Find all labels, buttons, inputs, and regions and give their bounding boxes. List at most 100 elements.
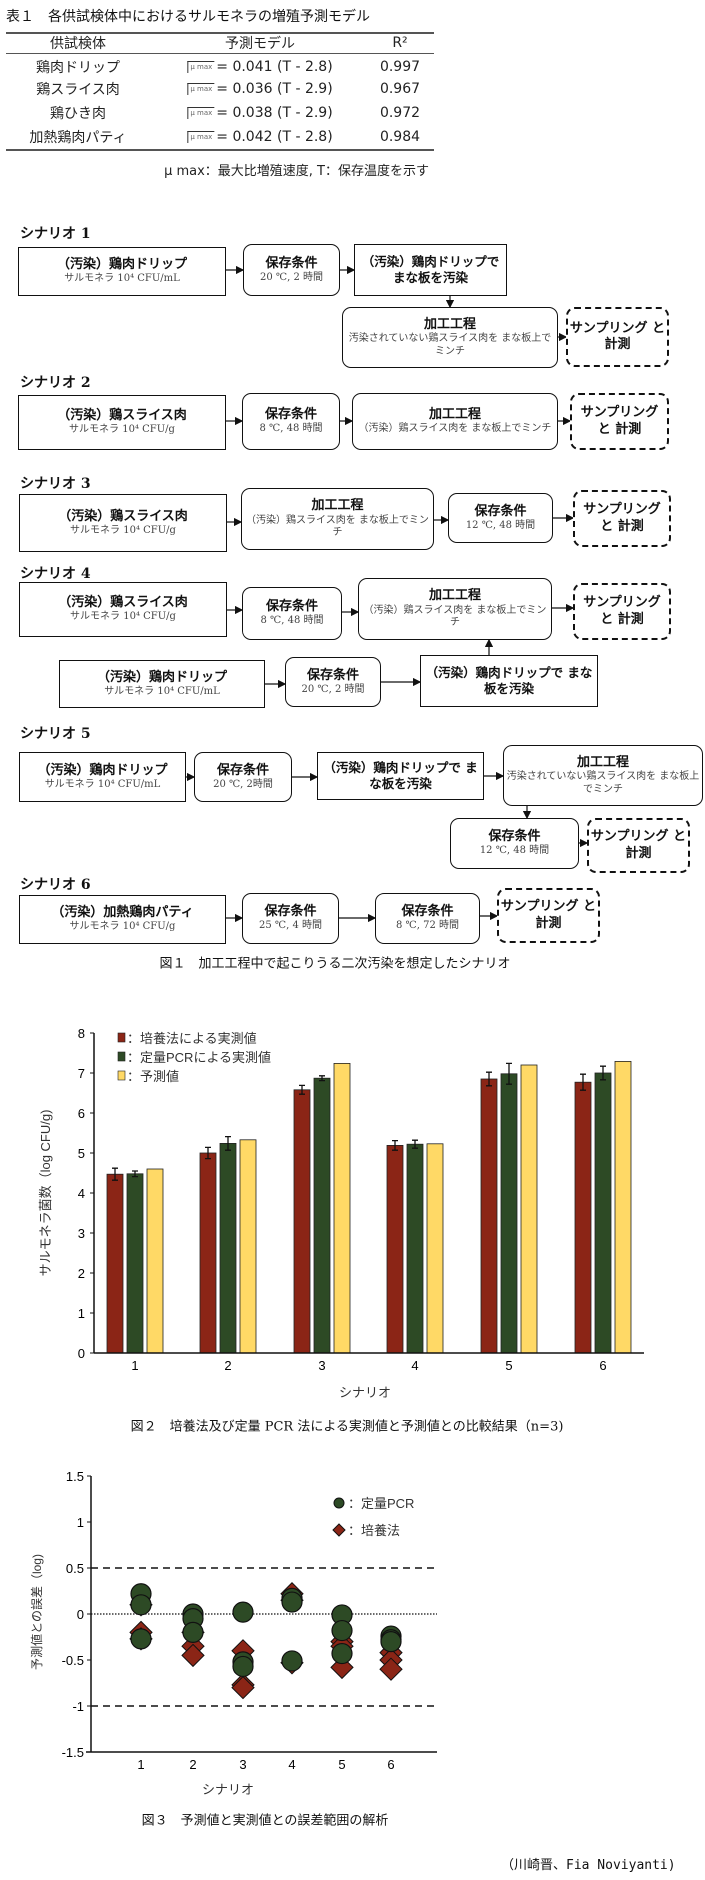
box-subtitle: （汚染）鶏スライス肉を まな板上でミンチ [363, 604, 547, 629]
error-bar [392, 1139, 398, 1151]
circle-point [130, 1594, 152, 1616]
error-bar [205, 1146, 211, 1160]
y-tick-label: 5 [78, 1146, 85, 1161]
box-title: サンプリング と 計測 [500, 899, 597, 931]
model-equation: = 0.042 (T - 2.8) [216, 129, 333, 145]
scenario-label: シナリオ 1 [20, 226, 91, 242]
model-equation: = 0.038 (T - 2.9) [216, 105, 333, 121]
process-box: （汚染）鶏肉ドリップ サルモネラ 10⁴ CFU/mL [19, 752, 186, 802]
box-title: 保存条件 [264, 407, 317, 423]
x-tick-label: 6 [387, 1757, 394, 1772]
process-box: 加工工程 （汚染）鶏スライス肉を まな板上でミンチ [241, 488, 434, 550]
y-tick-label: 1 [77, 1515, 84, 1530]
table-title: 表１ 各供試検体中におけるサルモネラの増殖予測モデル [6, 9, 370, 25]
table-note: μ max：最大比増殖速度, T：保存温度を示す [164, 164, 429, 179]
process-box: 加工工程 汚染されていない鶏スライス肉を まな板上でミンチ [503, 745, 703, 806]
error-bar [132, 1170, 138, 1178]
circle-point [380, 1631, 402, 1653]
box-subtitle: 汚染されていない鶏スライス肉を まな板上でミンチ [348, 333, 552, 357]
bar [386, 1145, 404, 1354]
box-subtitle: サルモネラ 10⁴ CFU/g [69, 921, 176, 933]
legend-diamond-icon [332, 1523, 346, 1537]
bar [406, 1143, 424, 1354]
box-title: （汚染）鶏スライス肉 [58, 595, 188, 611]
bar [313, 1077, 331, 1354]
bar [500, 1073, 518, 1354]
process-box: 保存条件 25 ℃, 4 時間 [242, 893, 339, 944]
scenario-label: シナリオ 6 [20, 877, 91, 893]
process-box: 保存条件 20 ℃, 2 時間 [243, 244, 340, 296]
legend-label: ：定量PCRによる実測値 [127, 1050, 271, 1065]
box-subtitle: 12 ℃, 48 時間 [479, 845, 550, 857]
sqrt-mu-max: μ max [187, 131, 215, 143]
figure3-caption: 図３ 予測値と実測値との誤差範囲の解析 [141, 1813, 389, 1829]
bar [594, 1072, 612, 1354]
y-tick-label: 2 [78, 1266, 85, 1281]
error-bar [506, 1062, 512, 1085]
box-subtitle: 汚染されていない鶏スライス肉を まな板上でミンチ [506, 771, 700, 795]
flow-arrows [186, 265, 589, 923]
process-box: （汚染）鶏肉ドリップで まな板を汚染 [420, 655, 598, 707]
circle-point [331, 1642, 353, 1665]
box-title: （汚染）加熱鶏肉パティ [51, 905, 194, 921]
circle-point [281, 1591, 303, 1613]
x-axis-label: シナリオ [202, 1782, 254, 1797]
box-title: サンプリング と 計測 [583, 595, 661, 627]
sqrt-mu-max: μ max [187, 61, 215, 73]
x-tick-label: 5 [338, 1757, 345, 1772]
error-bar [112, 1167, 118, 1181]
figure2-bar-chart: 0 1 2 3 4 5 6 7 8 1 2 3 4 5 6 シナリオ サルモネラ菌数（log CFU/g) ：培養… [38, 1026, 644, 1400]
figure1-caption: 図１ 加工工程中で起こりうる二次汚染を想定したシナリオ [159, 956, 511, 972]
legend-swatch [117, 1032, 126, 1043]
scenario-label: シナリオ 4 [20, 566, 91, 582]
model-equation: = 0.041 (T - 2.8) [216, 59, 333, 75]
sqrt-mu-max: μ max [187, 107, 215, 119]
box-subtitle: 8 ℃, 48 時間 [260, 615, 324, 627]
box-title: （汚染）鶏肉ドリップ [56, 257, 187, 273]
process-box: 加工工程 （汚染）鶏スライス肉を まな板上でミンチ [358, 578, 552, 640]
x-tick-label: 1 [131, 1358, 138, 1373]
table-cell-sample: 鶏スライス肉 [36, 82, 120, 98]
y-tick-label: 1.5 [66, 1469, 84, 1484]
x-tick-label: 2 [189, 1757, 196, 1772]
y-tick-label: 7 [78, 1066, 85, 1081]
y-tick-label: -1 [72, 1699, 84, 1714]
box-subtitle: 8 ℃, 72 時間 [396, 920, 459, 932]
process-box: （汚染）加熱鶏肉パティ サルモネラ 10⁴ CFU/g [19, 895, 226, 944]
x-tick-label: 2 [224, 1358, 231, 1373]
table-cell-model: μ max = 0.036 (T - 2.9) [187, 81, 333, 97]
x-tick-label: 4 [411, 1358, 418, 1373]
x-tick-label: 3 [239, 1757, 246, 1772]
box-subtitle: サルモネラ 10⁴ CFU/mL [64, 273, 180, 285]
scenario-label: シナリオ 2 [20, 375, 91, 391]
box-subtitle: サルモネラ 10⁴ CFU/g [70, 611, 176, 623]
error-bar [486, 1071, 492, 1087]
table-cell-r2: 0.967 [379, 81, 421, 97]
y-tick-label: -1.5 [62, 1745, 84, 1760]
circle-point [182, 1621, 204, 1643]
x-tick-label: 1 [137, 1757, 144, 1772]
table-cell-model: μ max = 0.038 (T - 2.9) [187, 105, 333, 121]
box-title: サンプリング と 計測 [590, 829, 687, 861]
y-tick-label: 1 [78, 1306, 85, 1321]
circle-point [281, 1650, 303, 1672]
process-box: 保存条件 8 ℃, 48 時間 [242, 393, 340, 450]
table-header-model: 予測モデル [225, 36, 295, 52]
process-box: （汚染）鶏肉ドリップで まな板を汚染 [317, 752, 484, 800]
x-tick-label: 6 [599, 1358, 606, 1373]
process-box: 加工工程 汚染されていない鶏スライス肉を まな板上でミンチ [342, 307, 558, 368]
box-subtitle: 25 ℃, 4 時間 [259, 920, 322, 932]
figure2-caption: 図２ 培養法及び定量 PCR 法による実測値と予測値との比較結果（n=3) [130, 1419, 564, 1435]
process-box: （汚染）鶏スライス肉 サルモネラ 10⁴ CFU/g [19, 494, 227, 552]
legend-swatch [117, 1051, 126, 1062]
box-title: 保存条件 [401, 904, 454, 920]
bar [426, 1143, 444, 1354]
diamond-point [231, 1675, 255, 1700]
figure3-scatter-chart: -1.5 -1 -0.5 0 0.5 1 1.5 1 2 3 4 5 6 シナリオ 予測値との誤差（log)… [29, 1469, 437, 1797]
bar [106, 1173, 124, 1354]
legend-label: ：培養法 [348, 1523, 400, 1538]
box-subtitle: 20 ℃, 2 時間 [301, 683, 365, 695]
bar [333, 1063, 351, 1354]
box-title: サンプリング と 計測 [583, 502, 661, 534]
